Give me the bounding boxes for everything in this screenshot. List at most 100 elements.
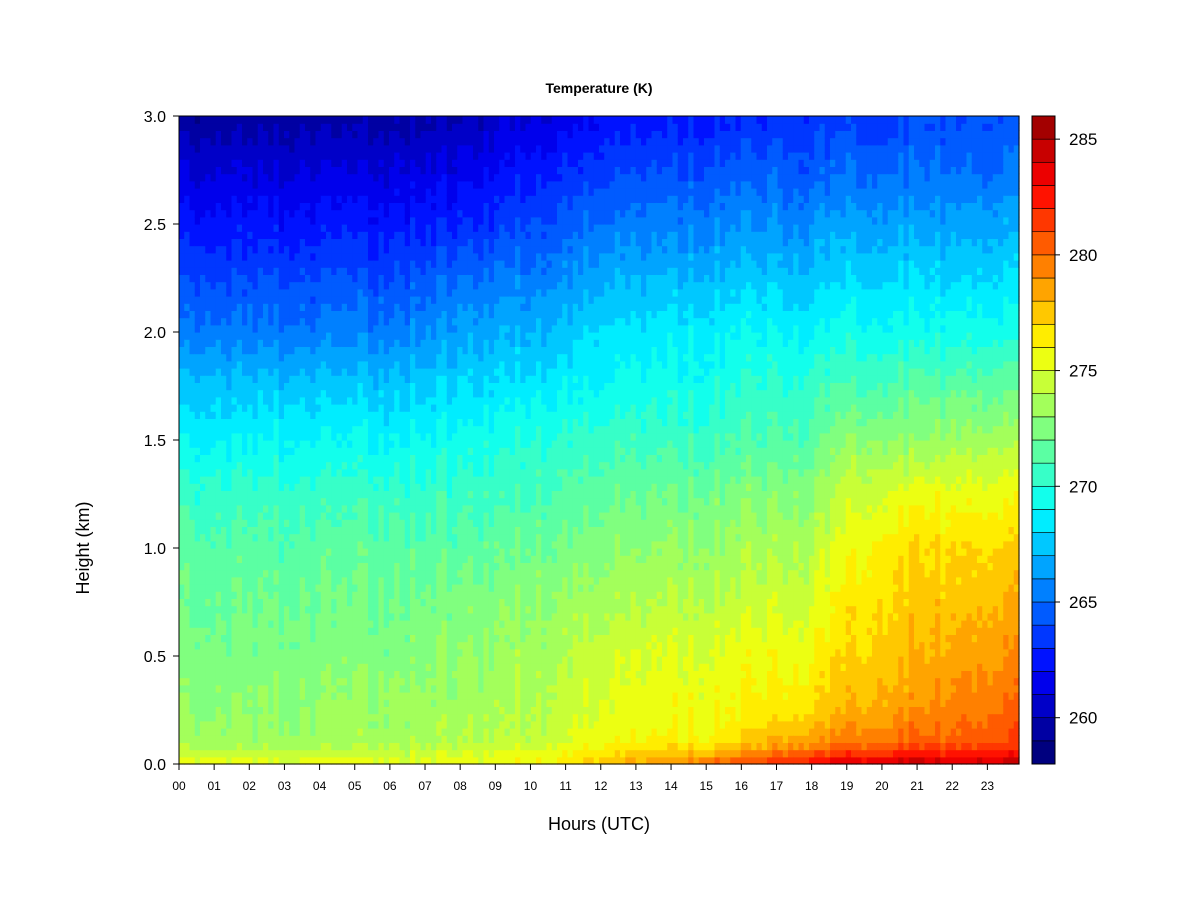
heatmap-cell: [320, 123, 327, 131]
heatmap-cell: [215, 173, 222, 182]
heatmap-cell: [341, 267, 348, 275]
heatmap-cell: [357, 663, 364, 671]
heatmap-cell: [310, 692, 317, 700]
heatmap-cell: [205, 188, 212, 196]
heatmap-cell: [420, 281, 427, 290]
heatmap-cell: [415, 627, 422, 635]
heatmap-cell: [273, 728, 280, 736]
heatmap-cell: [320, 605, 327, 614]
heatmap-cell: [341, 742, 348, 751]
heatmap-cell: [467, 562, 474, 571]
heatmap-cell: [310, 231, 317, 239]
heatmap-cell: [236, 195, 243, 203]
heatmap-cell: [431, 533, 437, 542]
heatmap-cell: [352, 461, 359, 470]
heatmap-cell: [341, 540, 348, 549]
heatmap-cell: [462, 195, 469, 203]
heatmap-cell: [210, 584, 217, 592]
heatmap-cell: [425, 260, 432, 268]
heatmap-cell: [336, 540, 343, 549]
heatmap-cell: [236, 663, 243, 671]
heatmap-cell: [446, 605, 453, 614]
heatmap-cell: [179, 447, 185, 455]
heatmap-cell: [305, 152, 311, 160]
heatmap-cell: [268, 670, 275, 679]
heatmap-cell: [457, 634, 464, 643]
heatmap-cell: [462, 569, 469, 578]
heatmap-cell: [357, 310, 364, 319]
heatmap-cell: [331, 130, 338, 139]
heatmap-cell: [347, 476, 353, 484]
heatmap-cell: [226, 584, 233, 592]
heatmap-cell: [394, 490, 401, 499]
heatmap-cell: [252, 368, 259, 376]
heatmap-cell: [320, 677, 327, 686]
heatmap-cell: [326, 231, 332, 239]
heatmap-cell: [205, 504, 212, 513]
heatmap-cell: [252, 152, 259, 160]
heatmap-cell: [215, 555, 222, 563]
heatmap-cell: [378, 569, 385, 578]
heatmap-cell: [189, 267, 196, 275]
heatmap-cell: [357, 173, 364, 182]
heatmap-cell: [320, 144, 327, 153]
heatmap-cell: [247, 591, 254, 599]
heatmap-cell: [205, 173, 212, 182]
heatmap-cell: [289, 296, 296, 304]
heatmap-cell: [184, 540, 191, 549]
heatmap-cell: [289, 699, 296, 707]
heatmap-cell: [331, 627, 338, 635]
heatmap-cell: [231, 252, 238, 261]
heatmap-cell: [310, 605, 317, 614]
heatmap-cell: [373, 648, 380, 657]
heatmap-cell: [373, 303, 380, 311]
heatmap-cell: [252, 699, 259, 707]
heatmap-cell: [210, 749, 217, 758]
heatmap-cell: [268, 692, 275, 700]
heatmap-cell: [415, 418, 422, 427]
heatmap-cell: [457, 116, 464, 124]
heatmap-cell: [452, 598, 458, 607]
heatmap-cell: [247, 339, 254, 347]
heatmap-cell: [236, 332, 243, 340]
heatmap-cell: [278, 202, 285, 211]
heatmap-cell: [215, 281, 222, 290]
heatmap-cell: [383, 404, 390, 412]
heatmap-cell: [289, 202, 296, 211]
heatmap-cell: [378, 468, 385, 477]
heatmap-cell: [383, 562, 390, 571]
heatmap-cell: [268, 339, 275, 347]
heatmap-cell: [331, 310, 338, 319]
heatmap-cell: [278, 368, 285, 376]
heatmap-cell: [263, 202, 269, 211]
heatmap-cell: [257, 339, 264, 347]
heatmap-cell: [415, 346, 422, 355]
heatmap-cell: [399, 562, 406, 571]
heatmap-cell: [389, 713, 395, 722]
heatmap-cell: [257, 353, 264, 362]
heatmap-cell: [189, 144, 196, 153]
heatmap-cell: [268, 216, 275, 225]
heatmap-cell: [436, 339, 443, 347]
heatmap-cell: [189, 432, 196, 441]
heatmap-cell: [315, 238, 322, 247]
heatmap-cell: [452, 202, 458, 211]
heatmap-cell: [284, 627, 290, 635]
heatmap-cell: [341, 684, 348, 693]
heatmap-cell: [247, 346, 254, 355]
heatmap-cell: [378, 166, 385, 175]
heatmap-cell: [352, 533, 359, 542]
heatmap-cell: [242, 533, 248, 542]
heatmap-cell: [368, 584, 374, 592]
heatmap-cell: [242, 540, 248, 549]
heatmap-cell: [457, 663, 464, 671]
heatmap-cell: [352, 346, 359, 355]
heatmap-cell: [278, 332, 285, 340]
heatmap-cell: [294, 382, 301, 391]
heatmap-cell: [368, 569, 374, 578]
heatmap-cell: [305, 310, 311, 319]
heatmap-cell: [284, 598, 290, 607]
heatmap-cell: [357, 188, 364, 196]
heatmap-cell: [257, 245, 264, 254]
heatmap-cell: [231, 432, 238, 441]
